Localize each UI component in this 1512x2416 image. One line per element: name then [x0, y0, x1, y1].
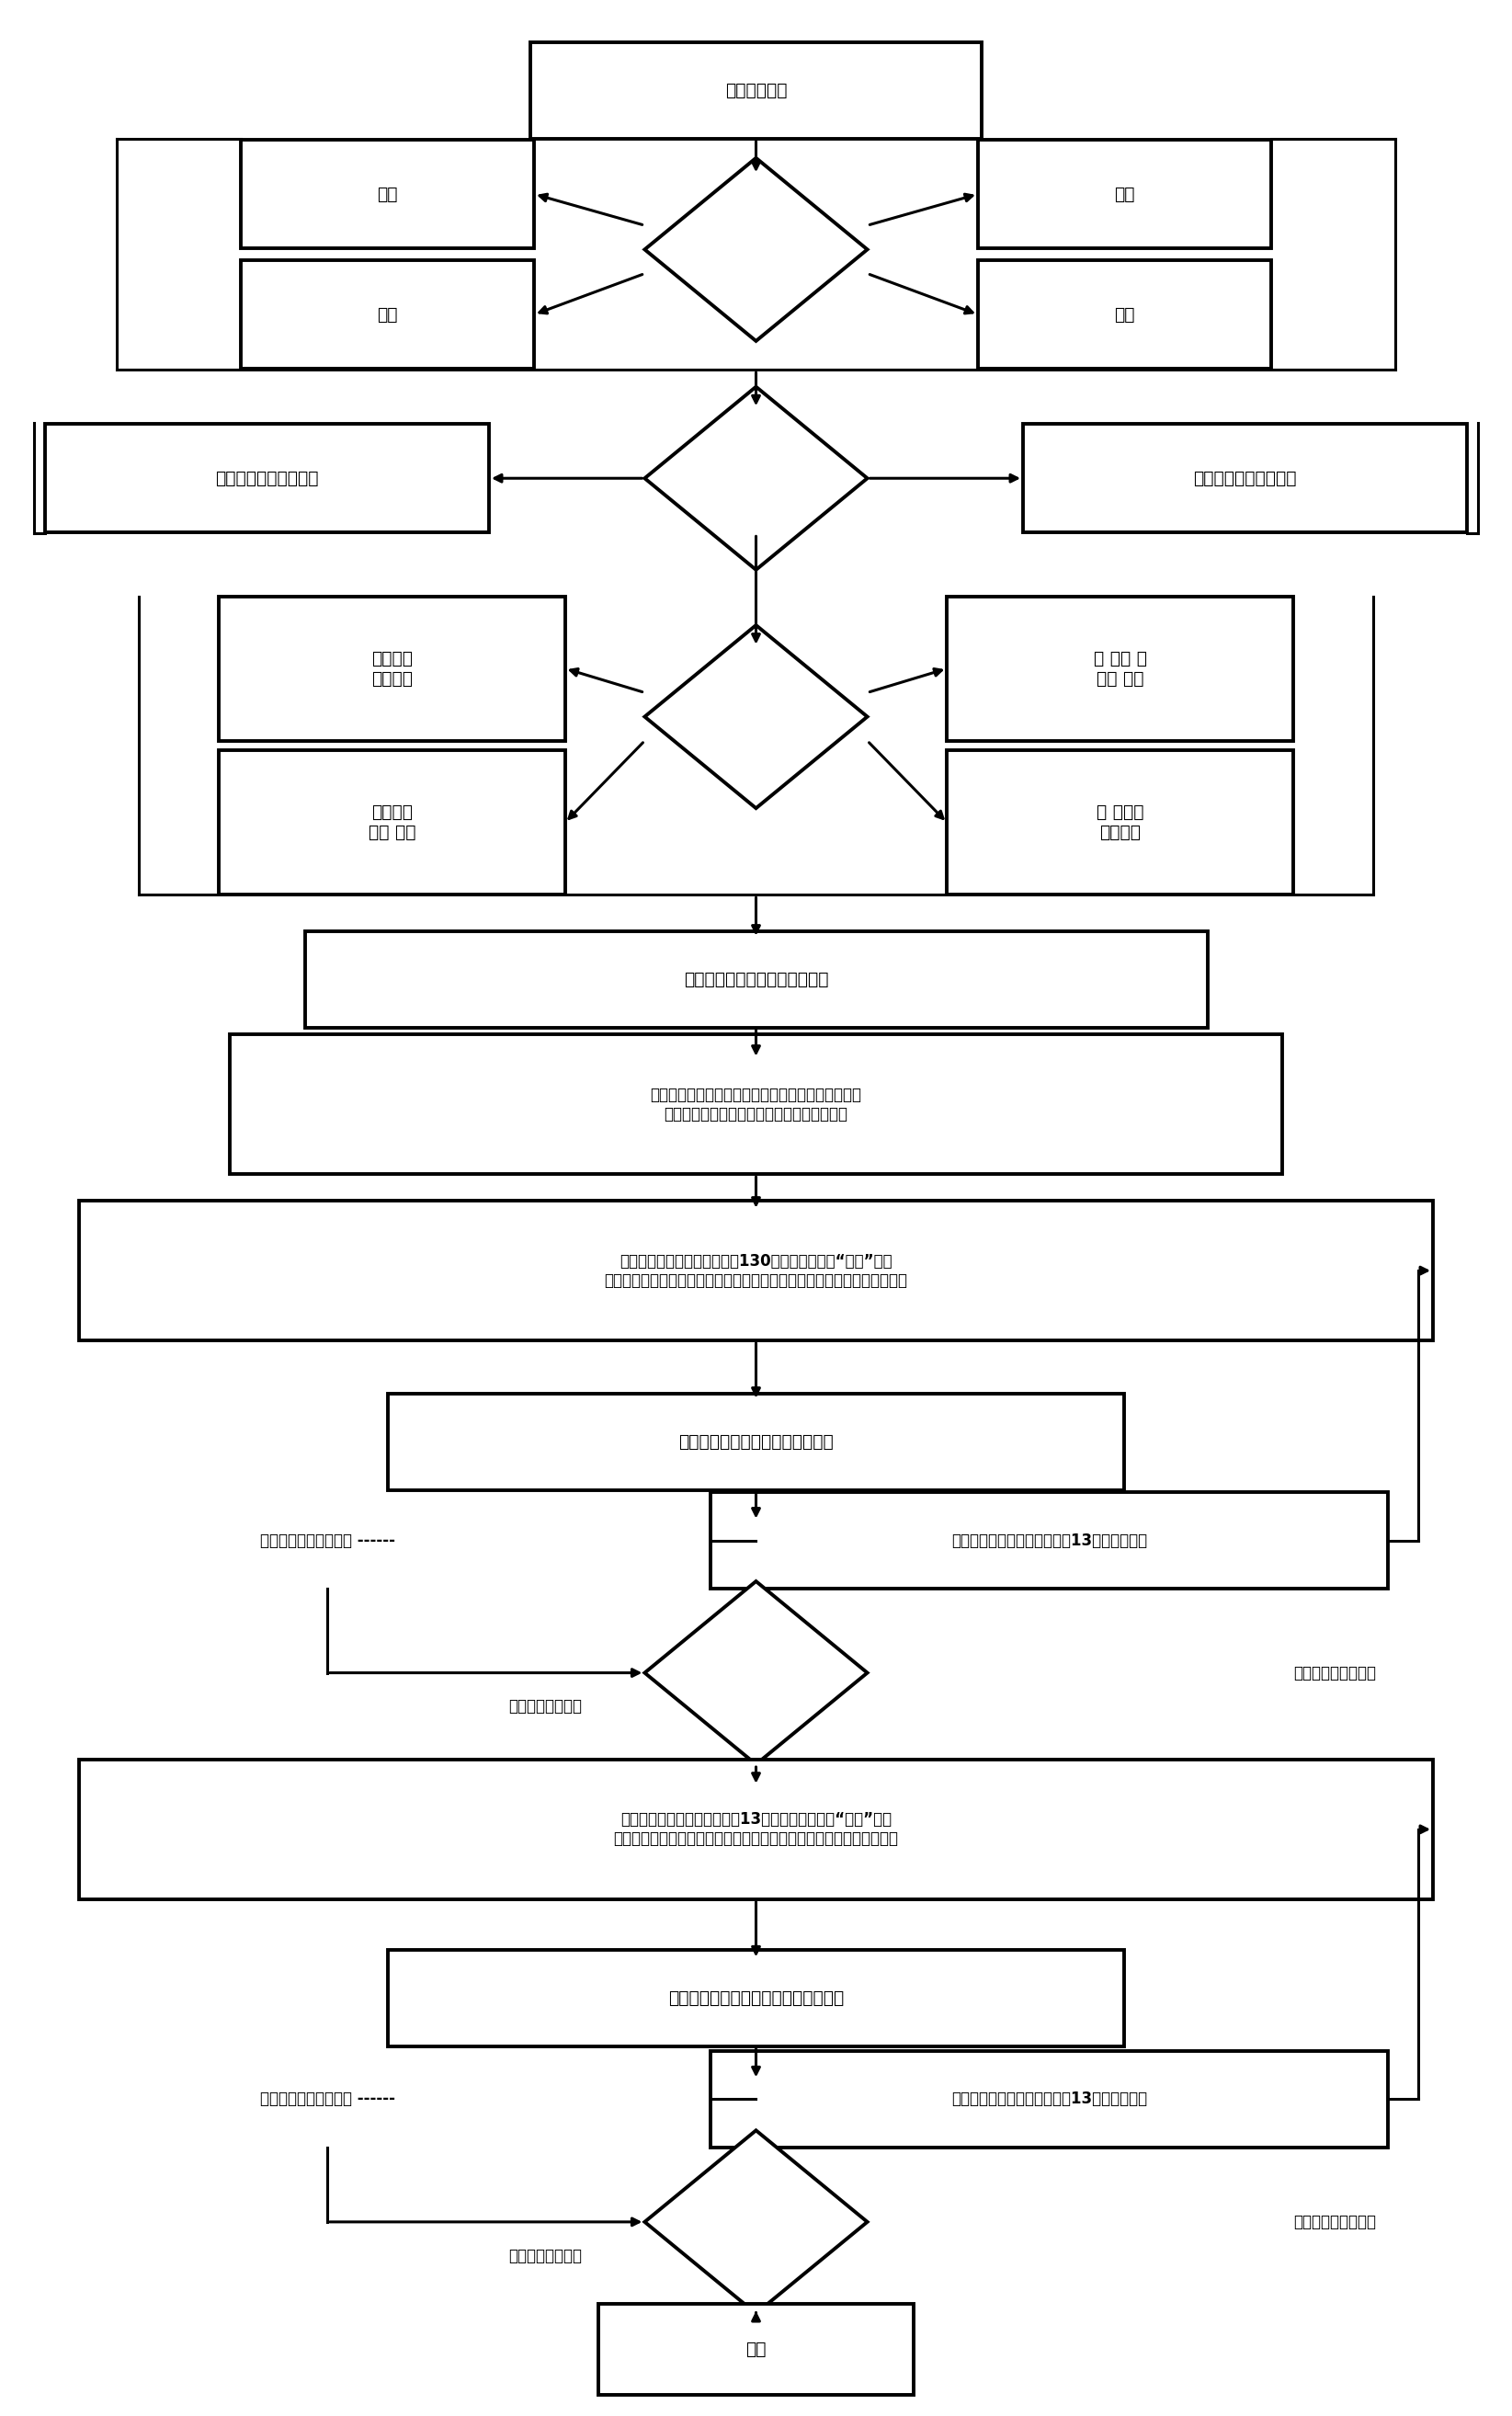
Text: 不在允许偏差范围内: 不在允许偏差范围内 — [1294, 1665, 1376, 1682]
Bar — [711, 1493, 1388, 1587]
Bar — [978, 261, 1272, 370]
Polygon shape — [644, 1582, 868, 1764]
Bar — [240, 140, 534, 249]
Text: 百分表与主动机不同侧: 百分表与主动机不同侧 — [1193, 469, 1297, 488]
Polygon shape — [644, 157, 868, 341]
Bar — [1024, 425, 1467, 532]
Polygon shape — [644, 387, 868, 570]
Bar — [240, 261, 534, 370]
Bar — [387, 1950, 1125, 2046]
Text: 复查各百分表水平方向０度到13０度偏差数值: 复查各百分表水平方向０度到13０度偏差数值 — [951, 2090, 1148, 2107]
Text: 打开电源开关: 打开电源开关 — [724, 82, 788, 99]
Text: 复查各百分表高低方向０度到13０度偏差数值: 复查各百分表高低方向０度到13０度偏差数值 — [951, 1532, 1148, 1549]
Bar — [45, 425, 488, 532]
Text: 在允许偏差范围内: 在允许偏差范围内 — [508, 1698, 582, 1715]
Text: 轴向表顺
逆针 反转: 轴向表顺 逆针 反转 — [369, 805, 416, 841]
Bar — [305, 930, 1207, 1027]
Bar — [230, 1034, 1282, 1174]
Text: 用随机卷尺测量主动机前后支脚距离、主动机前支脚
与百分表距离、百分表径向测量半径三个数值: 用随机卷尺测量主动机前后支脚距离、主动机前支脚 与百分表距离、百分表径向测量半径… — [650, 1087, 862, 1123]
Bar — [947, 751, 1293, 894]
Bar — [599, 2305, 913, 2394]
Bar — [531, 43, 981, 138]
Text: 是否继续调整水平方向 ------: 是否继续调整水平方向 ------ — [260, 2090, 395, 2107]
Text: 径 向表顺
时针正转: 径 向表顺 时针正转 — [1096, 805, 1143, 841]
Bar — [711, 2051, 1388, 2148]
Text: 是否继续调整高低方向 ------: 是否继续调整高低方向 ------ — [260, 1532, 395, 1549]
Text: 轴向表顺
时针正转: 轴向表顺 时针正转 — [372, 650, 413, 689]
Polygon shape — [644, 626, 868, 809]
Text: 双表: 双表 — [376, 186, 398, 203]
Text: 输入各百分表水平方向０度到13０度偏差数值，按“确定”键后
屏幕显示图形化的对中偏差状态和计算生成的主动机水平方向调整参数: 输入各百分表水平方向０度到13０度偏差数值，按“确定”键后 屏幕显示图形化的对中… — [614, 1812, 898, 1848]
Bar — [947, 597, 1293, 742]
Text: 输入热膨胀、挠性转子补偿数值: 输入热膨胀、挠性转子补偿数值 — [683, 971, 829, 988]
Text: 不在允许偏差范围内: 不在允许偏差范围内 — [1294, 2213, 1376, 2230]
Text: 百分表与主动机同一侧: 百分表与主动机同一侧 — [215, 469, 319, 488]
Text: 多表: 多表 — [1114, 307, 1136, 324]
Bar — [387, 1394, 1125, 1491]
Text: 三表: 三表 — [1114, 186, 1136, 203]
Bar — [79, 1201, 1433, 1341]
Text: 径 向表 逆
时针 反转: 径 向表 逆 时针 反转 — [1093, 650, 1146, 689]
Bar — [219, 751, 565, 894]
Bar — [219, 597, 565, 742]
Text: 输入各百分表高低方向０度到130度偏差数值，按“确定”键后
屏幕显示图形化的对中偏差状态和计算生成的主动机前后支脚垫片调整参数: 输入各百分表高低方向０度到130度偏差数值，按“确定”键后 屏幕显示图形化的对中… — [605, 1254, 907, 1288]
Text: 按给出的参数调整主动机水平对中偏差: 按给出的参数调整主动机水平对中偏差 — [668, 1988, 844, 2008]
Polygon shape — [644, 2131, 868, 2315]
Text: 结束: 结束 — [745, 2341, 767, 2358]
Bar — [978, 140, 1272, 249]
Text: 按给出的调整参数调整主动机垫片: 按给出的调整参数调整主动机垫片 — [679, 1433, 833, 1450]
Text: 单表: 单表 — [376, 307, 398, 324]
Text: 在允许偏差范围内: 在允许偏差范围内 — [508, 2247, 582, 2264]
Bar — [79, 1759, 1433, 1899]
